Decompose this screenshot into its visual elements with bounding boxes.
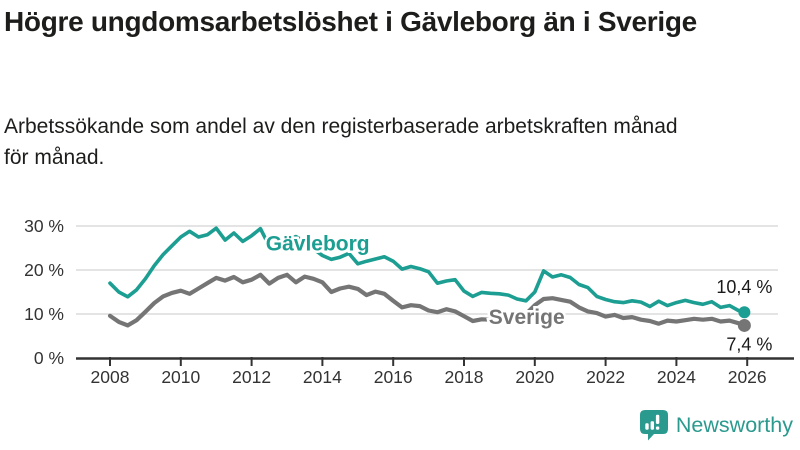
y-tick-label: 0 % [34,348,64,368]
series-label-sverige: Sverige [489,306,565,329]
series-line-gävleborg [108,226,747,314]
x-tick-label: 2020 [515,367,554,387]
y-tick-label: 20 % [24,260,64,280]
x-tick-label: 2010 [161,367,200,387]
line-chart: 0 % 10 % 20 % 30 % 2008 2010 2012 2014 2016 2018 2… [24,216,794,387]
page-title: Högre ungdomsarbetslöshet i Gävleborg än… [4,6,697,37]
bar-chart-speech-bubble-icon [639,410,668,441]
page-subtitle: Arbetssökande som andel av den registerb… [4,115,678,169]
x-tick-label: 2012 [232,367,271,387]
brand-logo: Newsworthy [639,409,793,441]
end-value-label-gävleborg: 10,4 % [716,277,772,297]
x-tick-label: 2008 [91,367,130,387]
end-dot-sverige [737,318,751,332]
end-value-label-sverige: 7,4 % [726,334,772,354]
x-tick-label: 2026 [728,367,767,387]
brand-name: Newsworthy [675,412,793,437]
x-tick-label: 2022 [586,367,625,387]
x-tick-label: 2016 [374,367,413,387]
x-tick-label: 2014 [303,367,342,387]
y-tick-label: 10 % [24,304,64,324]
series-label-gävleborg: Gävleborg [266,233,370,256]
series-line-sverige [107,272,747,328]
end-dot-gävleborg [738,306,751,319]
x-tick-label: 2024 [657,367,696,387]
x-tick-label: 2018 [445,367,484,387]
y-tick-label: 30 % [24,216,64,236]
